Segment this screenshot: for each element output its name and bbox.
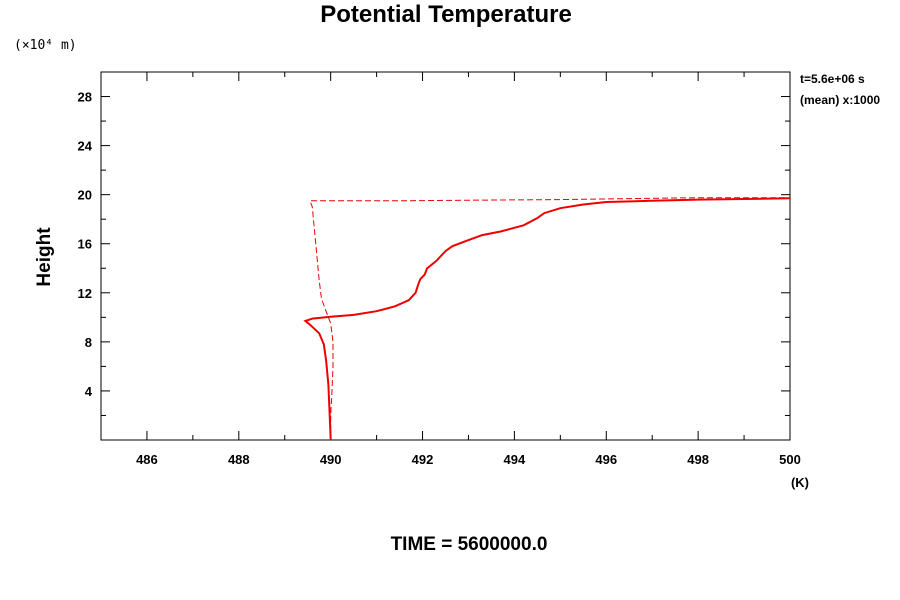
- axis-ticks: 486 488 490 492 494 496 498 500 4 8 12 16 20 24 28: [78, 71, 801, 467]
- x-tick-label: 500: [779, 452, 801, 467]
- y-tick-label: 4: [85, 384, 93, 399]
- y-tick-label: 8: [85, 335, 92, 350]
- x-tick-label: 492: [412, 452, 434, 467]
- y-unit-label: (×10⁴ m): [14, 38, 77, 53]
- series-lines: [303, 197, 791, 441]
- y-axis-label: Height: [34, 227, 55, 287]
- x-tick-label: 486: [136, 452, 158, 467]
- plot-frame: [100, 71, 791, 441]
- series-line-solid: [303, 197, 791, 441]
- info-line-mean: (mean) x:1000: [800, 93, 880, 107]
- x-unit-label: (K): [791, 475, 809, 490]
- series-line-dashed: [309, 197, 790, 440]
- y-tick-label: 20: [78, 188, 92, 203]
- time-label: TIME = 5600000.0: [391, 534, 548, 555]
- y-tick-label: 24: [78, 139, 93, 154]
- x-tick-label: 488: [228, 452, 250, 467]
- y-tick-label: 16: [78, 237, 92, 252]
- x-tick-label: 494: [504, 452, 526, 467]
- x-tick-label: 496: [595, 452, 617, 467]
- x-tick-label: 490: [320, 452, 342, 467]
- x-tick-label: 498: [687, 452, 709, 467]
- chart-title: Potential Temperature: [320, 1, 572, 28]
- y-tick-label: 12: [78, 286, 92, 301]
- y-tick-label: 28: [78, 90, 92, 105]
- info-line-time: t=5.6e+06 s: [800, 72, 865, 86]
